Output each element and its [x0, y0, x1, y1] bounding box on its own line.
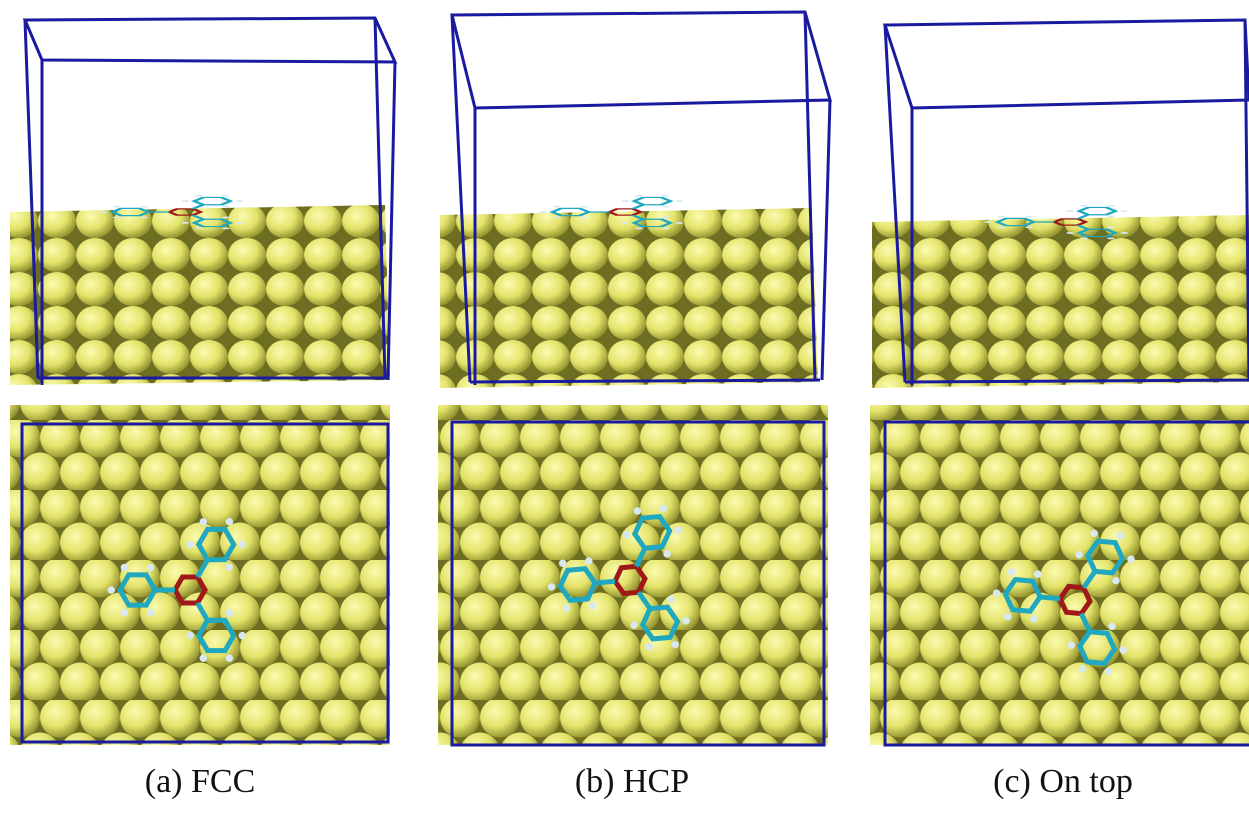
slab-side: [440, 208, 818, 388]
panel-a: [10, 18, 395, 745]
panel-b: [438, 12, 830, 745]
box-top: [25, 18, 395, 62]
box-top: [885, 20, 1249, 108]
panel-c: [870, 20, 1249, 745]
page: (a) FCC (b) HCP (c) On top (() => { cons…: [0, 0, 1249, 817]
figure: (a) FCC (b) HCP (c) On top: [0, 0, 1249, 817]
slab-side: [10, 205, 390, 385]
surface-top: [870, 405, 1249, 745]
caption: (c) On top: [993, 763, 1133, 800]
caption: (a) FCC: [145, 763, 256, 800]
slab-side: [872, 215, 1249, 388]
surface-top: [438, 405, 828, 745]
caption: (b) HCP: [575, 763, 689, 800]
box-top: [452, 12, 830, 108]
